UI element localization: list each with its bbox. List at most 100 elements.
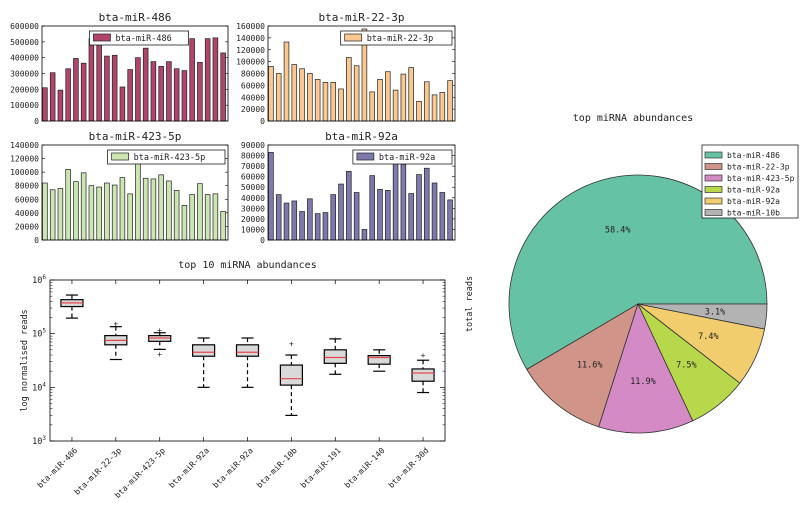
legend-label: bta-miR-486 [727,151,780,160]
slice-label: 7.5% [676,360,696,370]
y-tick-label: 40000 [15,209,39,218]
outlier-marker: + [157,326,162,335]
box-iqr [192,344,216,357]
bar [197,62,203,122]
legend: bta-miR-486 [89,30,189,46]
chart-title: bta-miR-486 [99,11,172,24]
y-tick-label: 400000 [10,54,39,63]
bar [189,194,195,241]
bar [338,183,344,241]
bar [142,177,149,241]
box-iqr [367,355,391,365]
y-tick-label: 20000 [241,215,265,224]
x-tick-label: bta-miR-30d [387,446,431,490]
bar [150,61,157,122]
bar [181,205,188,241]
bar [353,65,360,122]
bar [400,163,407,241]
plot-frame [267,144,456,241]
bar [314,79,321,122]
y-tick-label: 50000 [241,183,265,192]
y-axis-label: log normalised reads [20,309,30,411]
legend-swatch [344,33,363,42]
y-tick-label: 40000 [241,194,265,203]
bar [299,68,305,122]
bar [204,194,211,241]
box: + [279,340,303,416]
bar [392,160,399,241]
bar [275,73,282,122]
bar [346,171,352,241]
slice-label: 11.9% [630,377,656,387]
bar [73,181,79,241]
chart-title: bta-miR-423-5p [89,130,182,143]
legend-label: bta-miR-92a [727,186,780,195]
bar [189,38,195,122]
box [60,294,84,319]
bar [204,38,211,122]
bar [322,212,329,241]
bar [57,89,64,122]
bar [127,69,133,122]
box [192,337,216,388]
chart-title: top miRNA abundances [573,113,693,124]
bar [166,180,172,241]
y-tick-label: 80000 [15,182,39,191]
bar [283,202,290,241]
bar [439,92,446,122]
x-tick-label: bta-miR-92a [211,446,255,490]
bar [400,73,407,122]
legend-swatch [93,33,111,42]
bar [408,193,414,241]
bar [96,186,102,241]
y-tick-label: 120000 [10,155,39,164]
bar [212,193,219,241]
legend-swatch [704,209,723,216]
legend-swatch [704,186,723,193]
y-axis-label: total reads [465,276,475,332]
box: + [411,351,435,394]
y-tick-label: 60000 [241,81,265,90]
plot-frame [267,25,456,122]
bar [166,61,172,122]
bar [338,88,344,122]
y-tick-label: 10000 [241,225,265,234]
y-tick-label: 200000 [10,85,39,94]
bar [268,66,274,122]
x-tick-label: bta-miR-10b [255,446,299,490]
bar [275,194,282,241]
y-tick-label: 0 [260,117,265,126]
bar [111,54,118,122]
legend: bta-miR-486 bta-miR-22-3p bta-miR-423-5p bt… [701,144,799,219]
outlier-marker: + [289,340,294,349]
legend-label: bta-miR-92a [727,197,780,206]
slice-label: 58.4% [605,225,631,235]
y-tick-label: 20000 [241,105,265,114]
bar [119,177,126,241]
y-tick-label: 600000 [10,22,39,31]
legend-label: bta-miR-423-5p [727,174,795,183]
y-tick-label: 104 [32,381,46,393]
bar [65,169,71,241]
pie-slice [526,303,639,428]
bar [314,213,321,241]
y-tick-label: 80000 [241,152,265,161]
outlier-marker: + [113,319,118,328]
legend-swatch [704,174,723,182]
box: ++ [148,326,172,359]
y-tick-label: 90000 [241,141,265,150]
bar [408,67,414,122]
bar [197,183,203,241]
bar [65,68,71,122]
y-tick-label: 0 [34,117,39,126]
bar [361,229,368,241]
bar [80,62,87,122]
legend-box [352,149,453,165]
legend-label: bta-miR-92a [379,153,435,163]
box-iqr [323,349,347,364]
y-tick-label: 300000 [10,70,39,79]
y-tick-label: 30000 [241,204,265,213]
bar [104,55,110,122]
x-tick-label: bta-miR-486 [36,446,80,490]
bar [173,68,180,122]
